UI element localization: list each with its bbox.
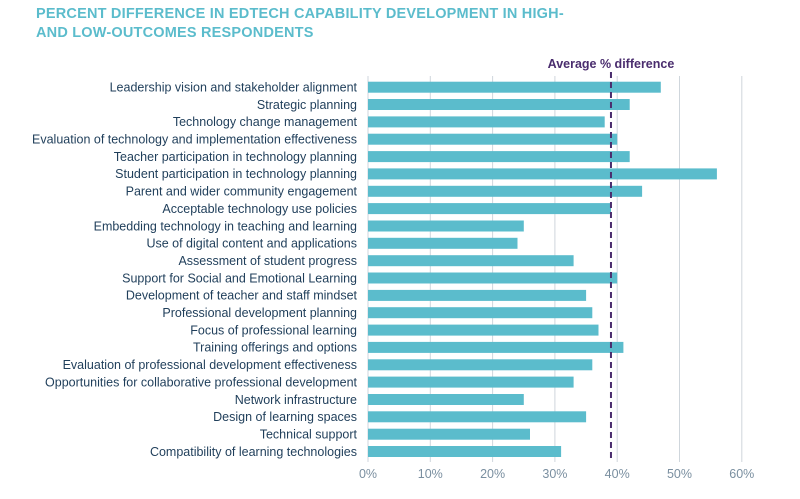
bar-6: [368, 185, 643, 197]
bar-5: [368, 168, 717, 180]
chart-title-line-1: PERCENT DIFFERENCE IN EDTECH CAPABILITY …: [36, 6, 564, 22]
category-label-18: Network infrastructure: [235, 393, 357, 407]
x-tick-label-6: 60%: [729, 467, 754, 481]
bar-7: [368, 203, 611, 215]
bar-10: [368, 255, 574, 267]
x-tick-label-4: 40%: [605, 467, 630, 481]
category-label-15: Training offerings and options: [193, 341, 357, 355]
average-label: Average % difference: [548, 57, 675, 71]
bar-18: [368, 394, 524, 405]
category-label-13: Professional development planning: [162, 306, 357, 320]
category-label-7: Acceptable technology use policies: [162, 202, 357, 216]
bar-19: [368, 411, 587, 423]
x-tick-label-0: 0%: [359, 467, 377, 481]
category-label-16: Evaluation of professional development e…: [63, 358, 357, 372]
category-label-17: Opportunities for collaborative professi…: [45, 375, 358, 389]
chart-title-line-2: AND LOW-OUTCOMES RESPONDENTS: [36, 25, 314, 41]
bar-8: [368, 220, 524, 232]
category-label-6: Parent and wider community engagement: [126, 185, 358, 199]
bar-15: [368, 341, 624, 353]
bar-13: [368, 307, 593, 319]
category-label-1: Strategic planning: [257, 98, 357, 112]
category-label-2: Technology change management: [173, 115, 358, 129]
bar-3: [368, 133, 618, 145]
category-label-21: Compatibility of learning technologies: [150, 445, 357, 459]
bar-21: [368, 446, 562, 457]
x-tick-label-1: 10%: [418, 467, 443, 481]
bar-11: [368, 272, 618, 284]
category-label-4: Teacher participation in technology plan…: [114, 150, 357, 164]
category-label-14: Focus of professional learning: [190, 323, 357, 337]
bar-1: [368, 99, 630, 110]
category-label-10: Assessment of student progress: [178, 254, 357, 268]
category-label-0: Leadership vision and stakeholder alignm…: [110, 81, 358, 95]
x-tick-label-2: 20%: [480, 467, 505, 481]
bar-16: [368, 359, 593, 371]
x-tick-label-5: 50%: [667, 467, 692, 481]
average-reference: Average % difference: [548, 57, 675, 462]
category-labels: Leadership vision and stakeholder alignm…: [32, 81, 358, 459]
bar-2: [368, 116, 605, 128]
category-label-5: Student participation in technology plan…: [115, 167, 357, 181]
category-label-8: Embedding technology in teaching and lea…: [94, 219, 357, 233]
bar-14: [368, 324, 599, 336]
category-label-20: Technical support: [260, 428, 358, 442]
category-label-12: Development of teacher and staff mindset: [126, 289, 358, 303]
bar-9: [368, 237, 518, 249]
bar-17: [368, 376, 574, 388]
bars: [368, 81, 717, 457]
bar-0: [368, 81, 661, 93]
category-label-19: Design of learning spaces: [213, 410, 357, 424]
category-label-11: Support for Social and Emotional Learnin…: [122, 271, 357, 285]
x-tick-label-3: 30%: [542, 467, 567, 481]
category-label-3: Evaluation of technology and implementat…: [32, 133, 357, 147]
bar-12: [368, 289, 587, 301]
category-label-9: Use of digital content and applications: [146, 237, 357, 251]
x-axis-ticks: 0% 10% 20% 30% 40% 50% 60%: [359, 467, 754, 481]
chart-title: PERCENT DIFFERENCE IN EDTECH CAPABILITY …: [36, 5, 596, 43]
bar-20: [368, 428, 530, 440]
bar-4: [368, 151, 630, 163]
